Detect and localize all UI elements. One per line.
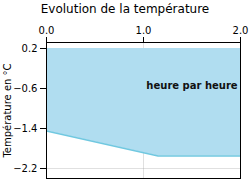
svg-text:−2.2: −2.2 bbox=[13, 163, 37, 174]
svg-text:1.0: 1.0 bbox=[136, 25, 152, 36]
svg-text:−0.6: −0.6 bbox=[13, 83, 37, 94]
svg-text:2.0: 2.0 bbox=[233, 25, 249, 36]
svg-text:−1.4: −1.4 bbox=[13, 123, 37, 134]
svg-text:0.0: 0.0 bbox=[39, 25, 55, 36]
html-text:Evolution de la température: Evolution de la température bbox=[40, 2, 210, 16]
svg-text:Température en °C: Température en °C bbox=[2, 63, 13, 158]
svg-text:0.2: 0.2 bbox=[22, 43, 38, 54]
svg-text:heure par heure: heure par heure bbox=[146, 80, 237, 91]
